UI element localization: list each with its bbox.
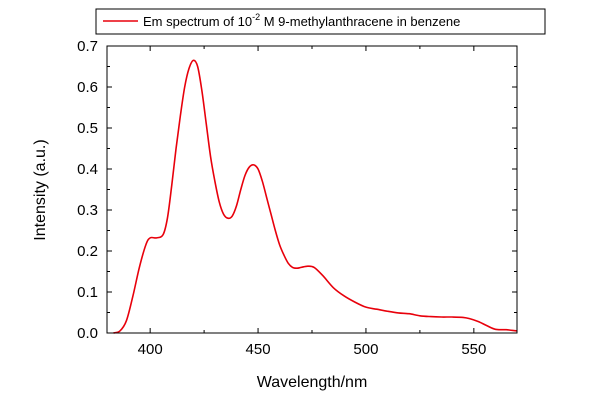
- legend-label: Em spectrum of 10-2 M 9-methylanthracene…: [143, 12, 460, 29]
- y-axis-ticks: [107, 45, 517, 334]
- y-tick-label: 0.6: [77, 79, 98, 96]
- x-tick-label: 450: [246, 341, 271, 358]
- plot-frame: [106, 45, 518, 334]
- legend: Em spectrum of 10-2 M 9-methylanthracene…: [95, 8, 546, 35]
- legend-label-suffix: M 9-methylanthracene in benzene: [260, 14, 460, 29]
- y-tick-label: 0.5: [77, 120, 98, 137]
- x-tick-label: 400: [138, 341, 163, 358]
- legend-label-prefix: Em spectrum of 10: [143, 14, 252, 29]
- legend-box: [95, 8, 546, 35]
- y-axis-label: Intensity (a.u.): [32, 139, 49, 240]
- x-axis-tick-labels: 400 450 500 550: [138, 341, 487, 358]
- y-tick-label: 0.2: [77, 243, 98, 260]
- x-axis-ticks: [149, 46, 475, 333]
- y-tick-label: 0.0: [77, 325, 98, 342]
- legend-label-superscript: -2: [252, 12, 260, 22]
- y-tick-label: 0.1: [77, 284, 98, 301]
- x-tick-label: 550: [461, 341, 486, 358]
- series-group: [113, 59, 518, 334]
- y-tick-label: 0.7: [77, 38, 98, 55]
- y-tick-label: 0.3: [77, 202, 98, 219]
- y-axis-tick-labels: 0.0 0.1 0.2 0.3 0.4 0.5 0.6 0.7: [77, 38, 98, 342]
- x-tick-label: 500: [353, 341, 378, 358]
- y-tick-label: 0.4: [77, 161, 98, 178]
- series-line-0: [113, 59, 518, 334]
- x-axis-label: Wavelength/nm: [257, 374, 368, 391]
